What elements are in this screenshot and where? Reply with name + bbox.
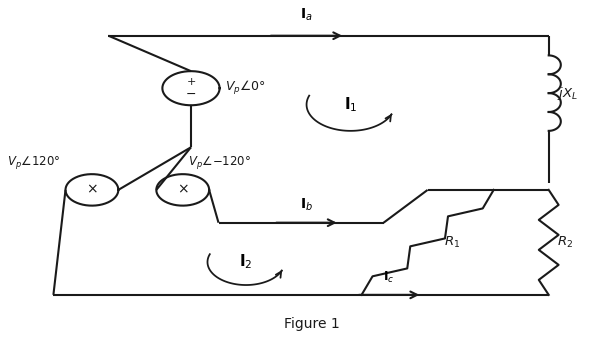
Text: +: + <box>186 77 196 87</box>
Text: $\mathbf{I}_2$: $\mathbf{I}_2$ <box>240 253 253 271</box>
Text: $\mathbf{I}_a$: $\mathbf{I}_a$ <box>300 6 313 23</box>
Text: −: − <box>186 88 196 101</box>
Text: $\mathbf{I}_c$: $\mathbf{I}_c$ <box>384 270 395 285</box>
Text: $\mathbf{I}_b$: $\mathbf{I}_b$ <box>300 196 313 213</box>
Text: $V_p\angle{-}120°$: $V_p\angle{-}120°$ <box>188 154 251 171</box>
Text: $R_2$: $R_2$ <box>557 235 573 250</box>
Text: $V_p\angle 120°$: $V_p\angle 120°$ <box>6 154 60 171</box>
Text: $R_1$: $R_1$ <box>444 235 460 250</box>
Text: ×: × <box>86 183 98 197</box>
Text: $jX_L$: $jX_L$ <box>557 85 578 102</box>
Text: $V_p\angle 0°$: $V_p\angle 0°$ <box>225 79 266 97</box>
Text: $\mathbf{I}_1$: $\mathbf{I}_1$ <box>344 95 358 114</box>
Text: ×: × <box>177 183 189 197</box>
Text: Figure 1: Figure 1 <box>284 317 340 331</box>
